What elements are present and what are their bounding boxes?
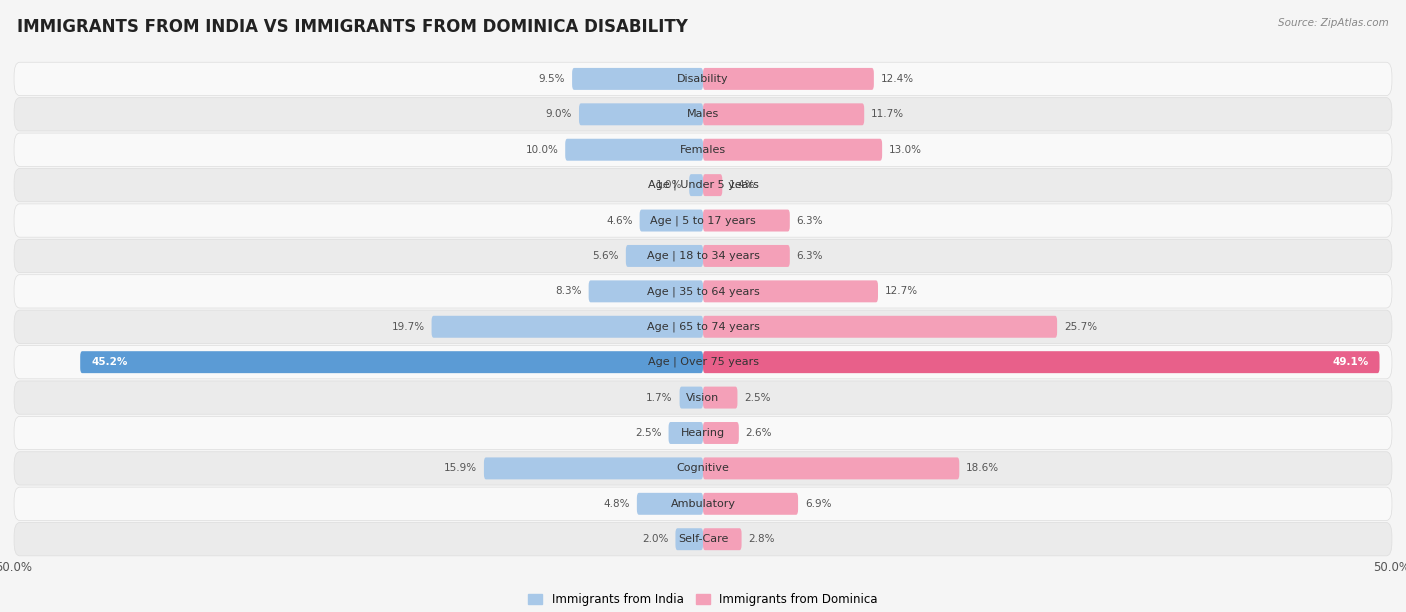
Text: 5.6%: 5.6% (592, 251, 619, 261)
FancyBboxPatch shape (14, 168, 1392, 202)
FancyBboxPatch shape (703, 174, 723, 196)
FancyBboxPatch shape (14, 487, 1392, 520)
Text: Source: ZipAtlas.com: Source: ZipAtlas.com (1278, 18, 1389, 28)
Text: 9.5%: 9.5% (538, 74, 565, 84)
Text: 9.0%: 9.0% (546, 110, 572, 119)
Text: 6.9%: 6.9% (806, 499, 831, 509)
Text: 2.8%: 2.8% (748, 534, 775, 544)
FancyBboxPatch shape (565, 139, 703, 161)
Text: 19.7%: 19.7% (391, 322, 425, 332)
FancyBboxPatch shape (80, 351, 703, 373)
FancyBboxPatch shape (579, 103, 703, 125)
Text: 12.4%: 12.4% (880, 74, 914, 84)
FancyBboxPatch shape (572, 68, 703, 90)
FancyBboxPatch shape (14, 346, 1392, 379)
FancyBboxPatch shape (484, 457, 703, 479)
FancyBboxPatch shape (14, 310, 1392, 343)
Text: 2.5%: 2.5% (744, 392, 770, 403)
FancyBboxPatch shape (703, 68, 875, 90)
FancyBboxPatch shape (675, 528, 703, 550)
Text: Age | Over 75 years: Age | Over 75 years (648, 357, 758, 367)
FancyBboxPatch shape (14, 204, 1392, 237)
FancyBboxPatch shape (14, 62, 1392, 95)
FancyBboxPatch shape (14, 98, 1392, 131)
FancyBboxPatch shape (703, 280, 877, 302)
Text: Self-Care: Self-Care (678, 534, 728, 544)
Text: 4.8%: 4.8% (603, 499, 630, 509)
FancyBboxPatch shape (14, 239, 1392, 272)
Text: 1.0%: 1.0% (657, 180, 682, 190)
FancyBboxPatch shape (703, 103, 865, 125)
Text: Age | 65 to 74 years: Age | 65 to 74 years (647, 321, 759, 332)
FancyBboxPatch shape (703, 351, 1379, 373)
FancyBboxPatch shape (703, 528, 741, 550)
Text: Females: Females (681, 144, 725, 155)
Text: 25.7%: 25.7% (1064, 322, 1097, 332)
Text: 13.0%: 13.0% (889, 144, 922, 155)
FancyBboxPatch shape (14, 381, 1392, 414)
Text: 12.7%: 12.7% (884, 286, 918, 296)
FancyBboxPatch shape (703, 209, 790, 231)
FancyBboxPatch shape (689, 174, 703, 196)
FancyBboxPatch shape (703, 493, 799, 515)
FancyBboxPatch shape (640, 209, 703, 231)
Text: IMMIGRANTS FROM INDIA VS IMMIGRANTS FROM DOMINICA DISABILITY: IMMIGRANTS FROM INDIA VS IMMIGRANTS FROM… (17, 18, 688, 36)
Text: 11.7%: 11.7% (872, 110, 904, 119)
Text: 2.6%: 2.6% (745, 428, 772, 438)
Text: Cognitive: Cognitive (676, 463, 730, 474)
FancyBboxPatch shape (14, 416, 1392, 450)
FancyBboxPatch shape (703, 245, 790, 267)
FancyBboxPatch shape (637, 493, 703, 515)
FancyBboxPatch shape (703, 457, 959, 479)
Text: 2.0%: 2.0% (643, 534, 669, 544)
Text: 2.5%: 2.5% (636, 428, 662, 438)
Text: 6.3%: 6.3% (797, 215, 823, 226)
FancyBboxPatch shape (703, 422, 738, 444)
Text: Ambulatory: Ambulatory (671, 499, 735, 509)
Text: 15.9%: 15.9% (444, 463, 477, 474)
FancyBboxPatch shape (14, 275, 1392, 308)
FancyBboxPatch shape (14, 523, 1392, 556)
Text: Males: Males (688, 110, 718, 119)
Text: Age | Under 5 years: Age | Under 5 years (648, 180, 758, 190)
FancyBboxPatch shape (626, 245, 703, 267)
Text: 10.0%: 10.0% (526, 144, 558, 155)
FancyBboxPatch shape (589, 280, 703, 302)
Legend: Immigrants from India, Immigrants from Dominica: Immigrants from India, Immigrants from D… (523, 588, 883, 611)
Text: Hearing: Hearing (681, 428, 725, 438)
FancyBboxPatch shape (432, 316, 703, 338)
Text: Age | 5 to 17 years: Age | 5 to 17 years (650, 215, 756, 226)
Text: 1.7%: 1.7% (647, 392, 672, 403)
Text: Age | 35 to 64 years: Age | 35 to 64 years (647, 286, 759, 297)
Text: 6.3%: 6.3% (797, 251, 823, 261)
FancyBboxPatch shape (669, 422, 703, 444)
Text: 4.6%: 4.6% (606, 215, 633, 226)
Text: Disability: Disability (678, 74, 728, 84)
FancyBboxPatch shape (14, 452, 1392, 485)
FancyBboxPatch shape (679, 387, 703, 409)
Text: Vision: Vision (686, 392, 720, 403)
Text: Age | 18 to 34 years: Age | 18 to 34 years (647, 251, 759, 261)
FancyBboxPatch shape (703, 387, 738, 409)
Text: 49.1%: 49.1% (1333, 357, 1368, 367)
Text: 8.3%: 8.3% (555, 286, 582, 296)
FancyBboxPatch shape (703, 139, 882, 161)
Text: 1.4%: 1.4% (730, 180, 755, 190)
Text: 45.2%: 45.2% (91, 357, 128, 367)
Text: 18.6%: 18.6% (966, 463, 1000, 474)
FancyBboxPatch shape (14, 133, 1392, 166)
FancyBboxPatch shape (703, 316, 1057, 338)
